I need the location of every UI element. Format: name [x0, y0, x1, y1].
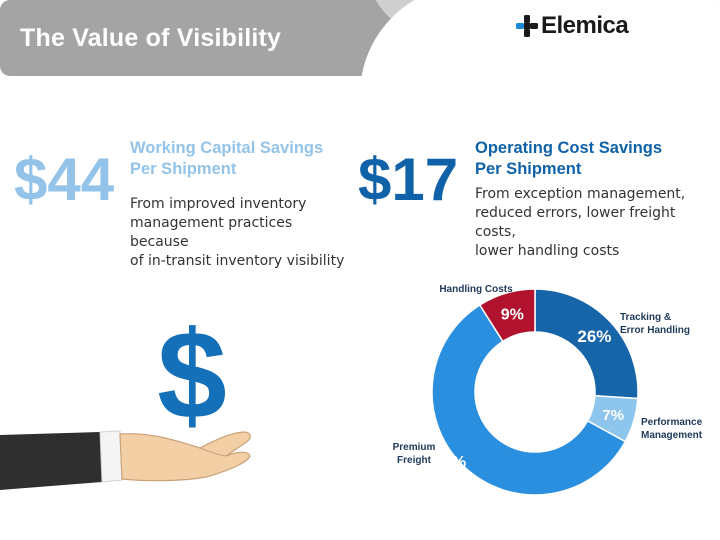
donut-category-label-line: Handling Costs [439, 284, 513, 295]
donut-category-label-line: Management [641, 430, 703, 441]
hand-dollar-illustration: $ [0, 306, 251, 490]
donut-slice-premium-freight [431, 303, 627, 496]
stat-title-working-capital: Working Capital Savings Per Shipment [130, 138, 350, 180]
stat-title-line: Per Shipment [475, 160, 582, 178]
donut-category-label-line: Freight [397, 455, 432, 466]
stat-desc-line: reduced errors, lower freight costs, [475, 205, 676, 240]
stat-title-line: Working Capital Savings [130, 139, 324, 157]
cost-breakdown-donut-chart: 26% Tracking & Error Handling 7% Performance… [393, 284, 703, 496]
donut-value-label: 9% [501, 306, 524, 323]
stat-desc-operating-cost: From exception management, reduced error… [475, 185, 715, 261]
donut-category-label-line: Tracking & [620, 312, 671, 323]
elemica-logo: Elemica [516, 12, 629, 40]
donut-slice-handling-costs [478, 288, 536, 343]
donut-value-label: 58% [432, 452, 466, 471]
stat-title-line: Operating Cost Savings [475, 139, 663, 157]
donut-value-label: 26% [577, 327, 611, 346]
stat-value-operating-cost: $17 [358, 146, 459, 213]
donut-category-label-line: Performance [641, 417, 703, 428]
stat-desc-line: From improved inventory [130, 196, 307, 212]
stat-value-working-capital: $44 [14, 146, 115, 213]
donut-category-label: Performance Management [641, 417, 703, 441]
stat-title-line: Per Shipment [130, 160, 237, 178]
stat-desc-working-capital: From improved inventory management pract… [130, 195, 350, 271]
donut-category-label: Handling Costs [439, 284, 513, 295]
stat-desc-line: of in-transit inventory visibility [130, 253, 345, 269]
page-title: The Value of Visibility [20, 24, 282, 52]
stat-desc-line: lower handling costs [475, 243, 620, 259]
stat-desc-line: From exception management, [475, 186, 686, 202]
logo-mark-icon [516, 15, 538, 37]
donut-value-label: 7% [602, 407, 624, 424]
logo-text: Elemica [541, 12, 629, 39]
donut-category-label-line: Premium [393, 442, 436, 453]
dollar-sign-icon: $ [157, 306, 227, 445]
donut-category-label: Tracking & Error Handling [620, 312, 690, 336]
donut-category-label: Premium Freight [393, 442, 436, 466]
stat-title-operating-cost: Operating Cost Savings Per Shipment [475, 138, 695, 180]
sleeve-icon [0, 432, 102, 490]
stat-desc-line: management practices because [130, 215, 293, 250]
donut-category-label-line: Error Handling [620, 325, 690, 336]
cuff-icon [99, 430, 123, 483]
